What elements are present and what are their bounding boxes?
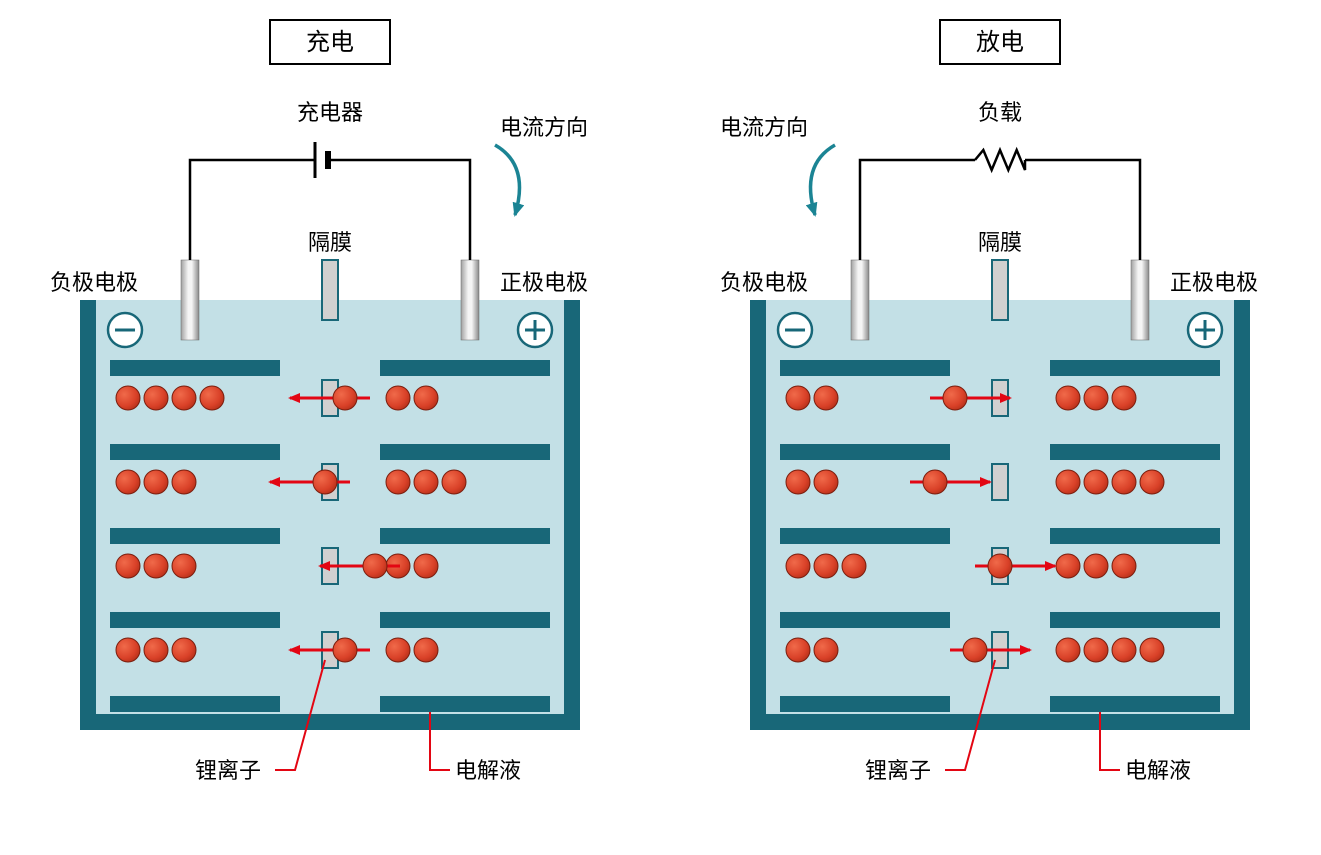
ion-label: 锂离子: [195, 758, 261, 783]
lithium-ion: [1056, 386, 1080, 410]
current-arrow: [495, 145, 520, 215]
lithium-ion: [814, 386, 838, 410]
lithium-ion: [1056, 638, 1080, 662]
separator-label: 隔膜: [978, 230, 1022, 255]
lithium-ion: [1140, 470, 1164, 494]
lithium-ion: [144, 386, 168, 410]
lithium-ion: [414, 638, 438, 662]
lithium-ion: [144, 638, 168, 662]
lithium-ion-moving: [363, 554, 387, 578]
lithium-ion: [386, 470, 410, 494]
lithium-ion: [1084, 386, 1108, 410]
lithium-ion-moving: [923, 470, 947, 494]
lithium-ion: [1112, 386, 1136, 410]
positive-terminal: [1131, 260, 1149, 340]
lithium-ion: [172, 638, 196, 662]
lithium-ion: [786, 386, 810, 410]
lithium-ion: [1112, 554, 1136, 578]
neg-electrode-label: 负极电极: [50, 270, 138, 295]
lithium-ion: [1140, 638, 1164, 662]
lithium-ion: [814, 554, 838, 578]
current-label: 电流方向: [500, 115, 588, 140]
lithium-ion-moving: [988, 554, 1012, 578]
lithium-ion: [116, 386, 140, 410]
lithium-ion: [144, 470, 168, 494]
lithium-ion: [1112, 470, 1136, 494]
lithium-ion: [786, 470, 810, 494]
lithium-ion: [200, 386, 224, 410]
lithium-ion: [814, 470, 838, 494]
lithium-ion: [842, 554, 866, 578]
charging-panel: 充电充电器隔膜负极电极 正极电极 电流方向锂离子 电解液: [50, 20, 588, 783]
lithium-ion: [116, 470, 140, 494]
current-arrow: [811, 145, 836, 215]
panel-title: 充电: [306, 29, 354, 56]
lithium-ion-moving: [313, 470, 337, 494]
lithium-ion: [116, 554, 140, 578]
negative-terminal: [181, 260, 199, 340]
electrolyte-label: 电解液: [1125, 758, 1191, 783]
lithium-ion: [172, 470, 196, 494]
lithium-ion: [1084, 638, 1108, 662]
lithium-ion: [1084, 470, 1108, 494]
lithium-ion: [414, 470, 438, 494]
lithium-ion: [1056, 554, 1080, 578]
lithium-ion-moving: [333, 386, 357, 410]
lithium-ion: [1084, 554, 1108, 578]
lithium-ion: [414, 554, 438, 578]
lithium-ion: [172, 554, 196, 578]
ion-label: 锂离子: [865, 758, 931, 783]
panel-title: 放电: [976, 29, 1024, 56]
separator-label: 隔膜: [308, 230, 352, 255]
lithium-ion-moving: [333, 638, 357, 662]
lithium-ion: [144, 554, 168, 578]
pos-electrode-label: 正极电极: [1170, 270, 1258, 295]
lithium-ion: [786, 554, 810, 578]
discharging-panel: 放电负载隔膜负极电极 正极电极 电流方向锂离子 电解液: [720, 20, 1258, 783]
lithium-ion-moving: [943, 386, 967, 410]
negative-terminal: [851, 260, 869, 340]
lithium-ion: [1056, 470, 1080, 494]
lithium-ion: [414, 386, 438, 410]
lithium-ion: [814, 638, 838, 662]
device-label: 充电器: [297, 100, 363, 125]
lithium-ion: [172, 386, 196, 410]
pos-electrode-label: 正极电极: [500, 270, 588, 295]
lithium-ion: [386, 638, 410, 662]
positive-terminal: [461, 260, 479, 340]
neg-electrode-label: 负极电极: [720, 270, 808, 295]
lithium-ion: [1112, 638, 1136, 662]
lithium-ion: [786, 638, 810, 662]
device-label: 负载: [978, 100, 1022, 125]
electrolyte-label: 电解液: [455, 758, 521, 783]
lithium-ion: [442, 470, 466, 494]
current-label: 电流方向: [720, 115, 808, 140]
lithium-ion-moving: [963, 638, 987, 662]
lithium-ion: [386, 386, 410, 410]
lithium-ion: [116, 638, 140, 662]
